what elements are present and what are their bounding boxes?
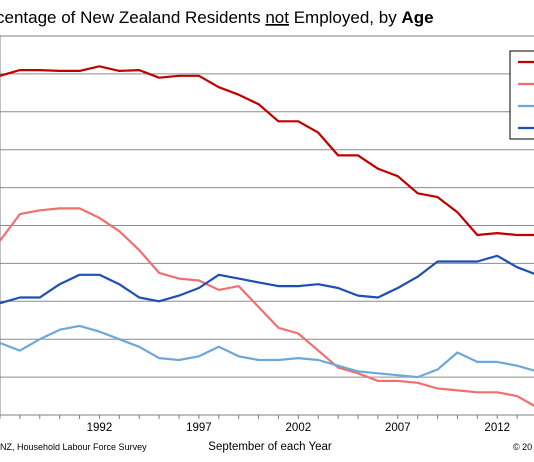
x-tick-label: 1997 [186, 422, 212, 434]
x-tick-label: 1992 [87, 422, 113, 434]
series-line [0, 324, 534, 379]
legend [509, 50, 534, 140]
title-pre: centage of New Zealand Residents [0, 8, 265, 27]
x-tick-label: 2007 [385, 422, 411, 434]
series-lines [0, 65, 534, 407]
series-line [0, 207, 534, 407]
series-line [0, 254, 534, 305]
title-mid: Employed, by [289, 8, 401, 27]
x-axis-ticks: 1992 1997 2002 2007 2012 [0, 415, 518, 434]
legend-box [509, 50, 534, 140]
legend-entries [518, 60, 534, 130]
x-tick-label: 2002 [286, 422, 312, 434]
x-tick-label: 2012 [484, 422, 510, 434]
title-bold: Age [401, 8, 433, 27]
chart-title: centage of New Zealand Residents not Emp… [0, 8, 434, 27]
gridlines [0, 73, 534, 378]
copyright-note: © 20 [513, 442, 532, 452]
title-underlined: not [265, 8, 289, 27]
plot-area-border [0, 35, 534, 416]
x-axis-label: September of each Year [208, 441, 332, 453]
series-line [0, 65, 534, 237]
source-note: NZ, Household Labour Force Survey [0, 442, 147, 452]
